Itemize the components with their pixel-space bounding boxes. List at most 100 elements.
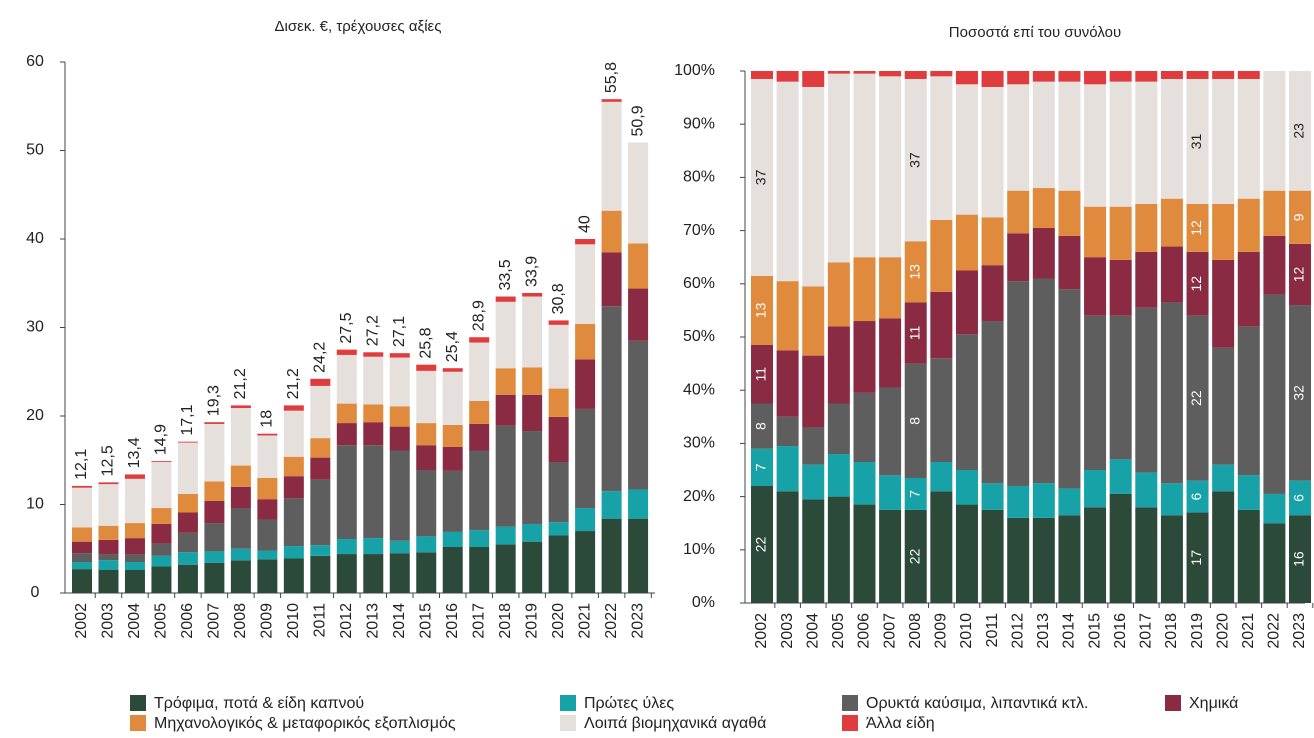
bar-segment <box>601 252 622 307</box>
bar-segment <box>955 84 978 215</box>
x-tick-label: 2009 <box>259 603 276 639</box>
bar-segment <box>802 286 825 356</box>
x-tick-label: 2008 <box>907 613 924 649</box>
total-label: 50,9 <box>629 105 646 136</box>
bar-segment <box>1289 515 1312 603</box>
bar-segment <box>177 441 198 443</box>
bar-segment <box>601 491 622 519</box>
bar-segment <box>336 423 357 446</box>
legend-label: Χημικά <box>1189 695 1238 712</box>
bar-segment <box>904 71 927 79</box>
bar-segment <box>469 450 490 531</box>
bar-segment <box>469 337 490 343</box>
bar-segment <box>802 355 825 428</box>
x-tick-label: 2012 <box>338 603 355 639</box>
bar-segment <box>363 554 384 593</box>
bar-segment <box>1135 472 1158 508</box>
total-label: 12,5 <box>100 445 117 476</box>
bar-segment <box>827 326 850 404</box>
bar-segment <box>981 321 1004 484</box>
bar-segment <box>469 546 490 593</box>
total-label: 21,2 <box>232 368 249 399</box>
bar-segment <box>853 462 876 505</box>
bar-segment <box>1289 243 1312 306</box>
y-tick-label: 10 <box>26 496 44 513</box>
bar-segment <box>1289 305 1312 481</box>
segment-label: 7 <box>753 463 769 471</box>
segment-label: 23 <box>1291 123 1307 139</box>
bar-segment <box>930 71 953 77</box>
bar-segment <box>230 486 251 509</box>
bar-segment <box>1032 278 1055 484</box>
total-label: 25,8 <box>417 327 434 358</box>
bar-segment <box>151 566 172 593</box>
legend-swatch <box>560 715 576 731</box>
x-tick-label: 2003 <box>779 613 796 649</box>
bar-segment <box>124 562 145 570</box>
bar-segment <box>548 522 569 536</box>
y-tick-label: 50% <box>683 328 715 345</box>
bar-segment <box>1237 251 1260 327</box>
bar-segment <box>310 438 331 458</box>
segment-label: 11 <box>753 367 769 382</box>
bar-segment <box>1109 315 1132 460</box>
bar-segment <box>522 523 543 542</box>
bar-segment <box>204 481 225 501</box>
bar-segment <box>1084 470 1107 508</box>
bar-segment <box>955 270 978 335</box>
bar-segment <box>495 544 516 593</box>
bar-segment <box>575 408 596 509</box>
bar-segment <box>628 489 649 519</box>
bar-segment <box>204 551 225 563</box>
x-tick-label: 2023 <box>629 603 646 639</box>
bar-segment <box>981 217 1004 266</box>
bar-segment <box>72 562 92 570</box>
bar-segment <box>1084 507 1107 603</box>
segment-label: 17 <box>1188 550 1204 566</box>
bar-segment <box>1160 302 1183 484</box>
bar-segment <box>827 403 850 455</box>
bar-segment <box>72 569 92 593</box>
bar-segment <box>495 394 516 426</box>
bar-segment <box>495 296 516 302</box>
y-tick-label: 80% <box>683 169 715 186</box>
legend-swatch <box>130 715 146 731</box>
x-tick-label: 2015 <box>417 603 434 639</box>
bar-segment <box>98 484 119 526</box>
bar-segment <box>1084 257 1107 316</box>
bar-segment <box>230 408 251 466</box>
total-label: 24,2 <box>312 342 329 373</box>
bar-segment <box>257 559 278 593</box>
bar-segment <box>204 500 225 524</box>
segment-label: 12 <box>1188 220 1204 236</box>
bar-segment <box>72 553 92 563</box>
bar-segment <box>628 518 649 593</box>
x-tick-label: 2016 <box>444 603 461 639</box>
bar-segment <box>124 474 145 479</box>
x-tick-label: 2021 <box>1240 613 1257 649</box>
bar-segment <box>1289 190 1312 244</box>
bar-segment <box>1289 71 1312 191</box>
bar-segment <box>776 71 799 82</box>
bar-segment <box>1109 459 1132 494</box>
bar-segment <box>1160 515 1183 603</box>
bar-segment <box>751 485 773 603</box>
bar-segment <box>442 546 463 593</box>
bar-segment <box>1263 523 1286 603</box>
bar-segment <box>230 508 251 549</box>
bar-segment <box>827 454 850 497</box>
bar-segment <box>1160 71 1183 79</box>
bar-segment <box>98 560 119 570</box>
bar-segment <box>930 491 953 603</box>
bar-segment <box>802 427 825 465</box>
bar-segment <box>522 296 543 368</box>
bar-segment <box>1135 507 1158 603</box>
bar-segment <box>853 392 876 463</box>
bar-segment <box>1212 464 1235 492</box>
x-tick-label: 2016 <box>1112 613 1129 649</box>
bar-segment <box>751 78 773 276</box>
x-tick-label: 2015 <box>1086 613 1103 649</box>
bar-segment <box>522 431 543 524</box>
bar-segment <box>904 363 927 478</box>
total-label: 18 <box>259 410 276 428</box>
